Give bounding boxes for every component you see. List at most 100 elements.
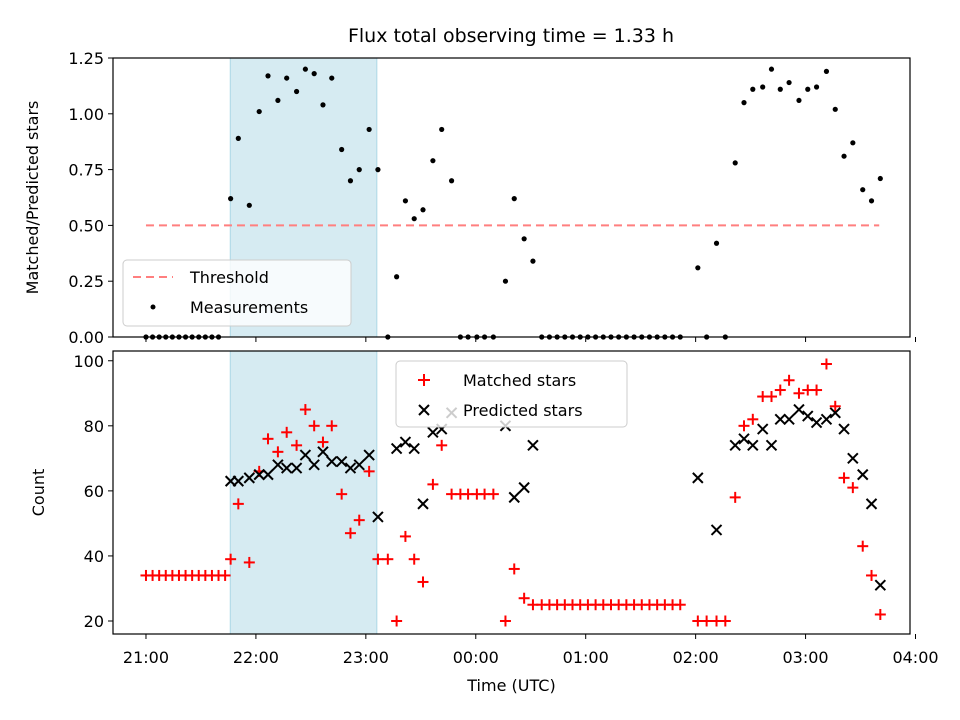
marker-stroke	[363, 449, 375, 461]
marker-stroke	[408, 442, 420, 455]
predicted-star-marker	[729, 439, 741, 452]
predicted-star-marker	[326, 455, 338, 468]
marker-stroke	[353, 459, 365, 471]
legend-predicted-swatch	[418, 404, 430, 416]
matched-star-marker	[326, 420, 338, 432]
marker-stroke	[232, 475, 245, 487]
matched-star-marker	[874, 608, 886, 620]
predicted-star-marker	[317, 446, 329, 458]
matched-star-marker	[747, 413, 759, 425]
matched-star-marker	[408, 553, 420, 565]
matched-star-marker	[353, 514, 365, 526]
marker-stroke	[738, 433, 750, 445]
bottom-legend: Matched stars Predicted stars	[395, 360, 628, 428]
matched-star-marker	[417, 576, 429, 588]
matched-star-marker	[499, 615, 511, 627]
marker-stroke	[874, 579, 887, 591]
predicted-stars-layer	[224, 403, 887, 591]
marker-stroke	[838, 423, 850, 435]
measurement-point	[339, 146, 345, 153]
x-tick-label: 23:00	[343, 648, 389, 667]
y-tick-label: 0.75	[68, 161, 104, 180]
predicted-star-marker	[747, 439, 759, 452]
predicted-star-marker	[774, 413, 786, 426]
measurement-point	[868, 198, 875, 204]
marker-stroke	[243, 472, 256, 484]
matched-star-marker	[225, 553, 237, 565]
x-axis-label: Time (UTC)	[466, 676, 555, 695]
marker-stroke	[344, 462, 357, 474]
matched-star-marker	[336, 488, 348, 500]
predicted-star-marker	[308, 459, 320, 471]
top-panel: 0.00 0.25 0.50 0.75 1.00 1.25 Matched/Predict…	[23, 49, 916, 347]
predicted-star-marker	[335, 455, 348, 468]
measurement-point	[760, 84, 766, 90]
matched-star-marker	[262, 433, 274, 445]
measurement-point	[293, 88, 300, 95]
marker-stroke	[326, 455, 338, 468]
measurement-point	[713, 240, 720, 246]
measurement-point	[402, 198, 409, 204]
marker-stroke	[308, 459, 320, 471]
matched-star-marker	[729, 491, 741, 503]
measurement-point	[732, 160, 738, 166]
x-tick-label: 04:00	[892, 648, 938, 667]
predicted-star-marker	[874, 579, 887, 591]
marker-stroke	[508, 491, 520, 504]
measurement-point	[420, 207, 426, 213]
bottom-x-ticks: 21:00 22:00 23:00 00:00 01:00 02:00 03:00 04:00	[123, 634, 939, 667]
measurement-point	[246, 202, 252, 208]
marker-stroke	[417, 498, 429, 510]
matched-star-marker	[372, 553, 384, 565]
measurement-point	[832, 106, 838, 112]
measurement-point	[823, 68, 830, 74]
matched-star-marker	[344, 527, 356, 539]
measurement-point	[777, 86, 783, 92]
matched-star-marker	[866, 569, 878, 581]
marker-stroke	[810, 416, 823, 429]
predicted-star-marker	[272, 459, 284, 471]
marker-stroke	[518, 481, 530, 494]
predicted-star-marker	[508, 491, 520, 504]
measurement-point	[530, 258, 536, 264]
x-tick-label: 22:00	[233, 648, 279, 667]
legend-threshold-label: Threshold	[189, 268, 269, 287]
measurement-point	[356, 167, 362, 173]
predicted-star-marker	[838, 423, 850, 435]
top-axes-frame	[112, 57, 911, 338]
predicted-star-marker	[280, 462, 293, 474]
predicted-star-marker	[262, 468, 274, 481]
legend-matched-label: Matched stars	[463, 371, 576, 390]
marker-stroke	[372, 511, 384, 523]
predicted-star-marker	[756, 423, 769, 435]
predicted-star-marker	[857, 468, 869, 481]
marker-stroke	[847, 452, 859, 465]
measurement-points-layer	[143, 66, 883, 340]
marker-stroke	[317, 446, 329, 458]
matched-star-marker	[382, 553, 394, 565]
marker-stroke	[756, 423, 769, 435]
matched-star-marker	[738, 420, 750, 432]
measurement-point	[695, 265, 701, 271]
bottom-axes-frame	[112, 350, 911, 635]
marker-stroke	[390, 442, 403, 455]
measurement-point	[394, 274, 400, 280]
measurement-point	[320, 102, 326, 108]
predicted-star-marker	[408, 442, 420, 455]
measurement-point	[256, 108, 262, 115]
measurement-point	[430, 158, 436, 164]
measurement-point	[284, 75, 290, 81]
marker-stroke	[710, 524, 723, 536]
measurement-point	[850, 140, 856, 146]
predicted-star-marker	[820, 413, 833, 426]
matched-star-marker	[436, 439, 448, 451]
x-tick-label: 00:00	[453, 648, 499, 667]
marker-stroke	[793, 403, 805, 416]
matched-stars-layer	[140, 358, 886, 627]
predicted-star-marker	[710, 524, 723, 536]
matched-star-marker	[783, 374, 795, 386]
matched-star-marker	[719, 615, 731, 627]
marker-stroke	[335, 455, 348, 468]
matched-star-marker	[820, 358, 832, 370]
matched-star-marker	[308, 420, 320, 432]
